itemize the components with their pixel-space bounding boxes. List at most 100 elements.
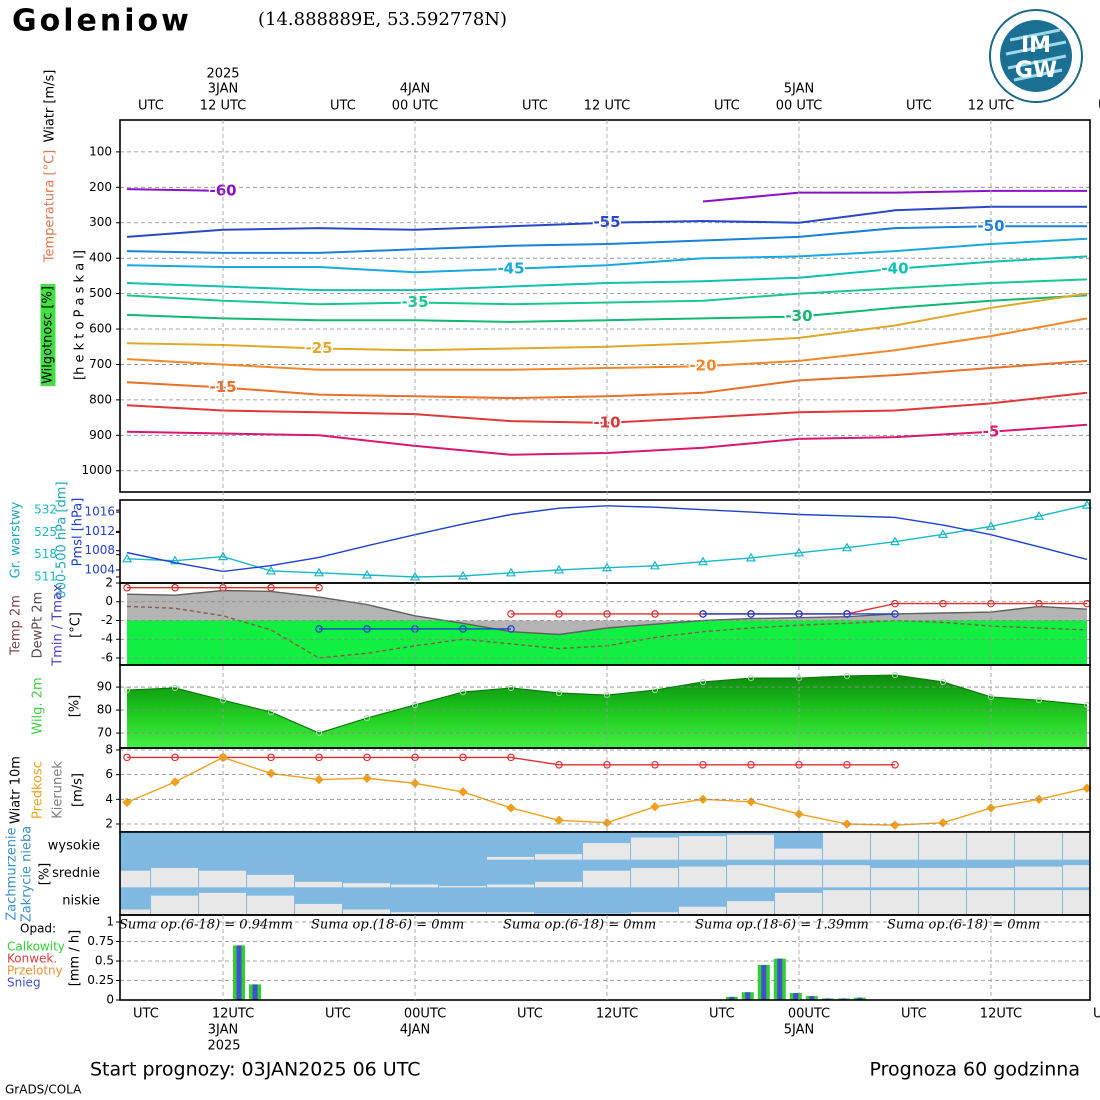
cloud-bar: [151, 867, 199, 888]
precip-sum: Suma op.(6-18) = 0mm: [503, 918, 656, 933]
cloud-bar: [199, 892, 247, 915]
cloud-bar: [1014, 832, 1062, 860]
marker: [122, 553, 133, 563]
y-tick-label: 600: [89, 322, 112, 336]
y-tick-label: 511: [34, 569, 57, 583]
y-tick-label: 500: [89, 286, 112, 300]
logo-stripes: [1005, 28, 1067, 82]
marker: [361, 569, 373, 579]
label-background: [40, 284, 56, 386]
y-tick-label: 90: [97, 680, 112, 694]
precip-bar: [729, 996, 735, 1000]
y-tick-label: 0.75: [87, 934, 114, 948]
precip-sum: Suma op.(18-6) = 0mm: [311, 918, 464, 933]
bottom-time-label: 12UTC: [596, 1007, 638, 1022]
top-time-label: UTC: [522, 99, 548, 114]
station-title: Goleniow: [12, 4, 192, 39]
bottom-time-label: 00UTC: [788, 1007, 830, 1022]
y-tick-label: 525: [34, 525, 57, 539]
y-tick-label: 300: [89, 215, 112, 229]
isotherm-label: -20: [689, 357, 716, 375]
marker: [697, 556, 709, 566]
cloud-bar: [439, 912, 487, 915]
cloud-bar: [535, 881, 583, 888]
marker: [507, 610, 515, 618]
marker: [171, 684, 179, 692]
marker: [171, 753, 179, 762]
marker: [315, 625, 323, 633]
y-tick-label: 100: [89, 144, 112, 158]
y-tick-label: 2: [105, 816, 113, 830]
marker: [362, 773, 372, 784]
top-time-label: UTC: [906, 99, 932, 114]
cloud-bar: [487, 856, 535, 860]
marker: [555, 760, 563, 769]
forecast-length: Prognoza 60 godzinna: [870, 1059, 1080, 1081]
cloud-bar: [726, 865, 774, 888]
isotherm: [126, 225, 1087, 254]
y-tick-label: 0: [106, 993, 114, 1007]
bottom-date-label: 4JAN: [400, 1023, 431, 1038]
y-tick-label: 4: [105, 792, 113, 806]
bottom-date-label: 3JAN: [208, 1023, 239, 1038]
legend-label: Konwek.: [7, 952, 57, 966]
axis-label: Wiatr 10m: [9, 756, 24, 824]
cloud-bar: [774, 892, 822, 915]
cloud-bar: [583, 843, 630, 860]
bottom-date-label: 5JAN: [784, 1023, 815, 1038]
cloud-bar: [583, 870, 630, 888]
y-tick-label: 2: [105, 576, 113, 590]
cloud-bar: [726, 901, 774, 915]
marker: [699, 760, 707, 769]
marker: [170, 555, 181, 565]
bottom-time-label: 12UTC: [980, 1007, 1022, 1022]
top-time-label: 00 UTC: [392, 99, 438, 114]
axis-label: Kierunek: [51, 761, 66, 819]
marker: [507, 684, 515, 692]
marker: [841, 542, 853, 552]
marker: [266, 768, 276, 779]
precip-sum: Suma op.(6-18) = 0mm: [887, 918, 1040, 933]
marker: [746, 797, 756, 807]
marker: [651, 686, 659, 694]
precip-bar: [745, 992, 751, 1000]
marker: [553, 564, 565, 574]
marker: [891, 672, 899, 679]
cloud-bar: [535, 854, 583, 860]
top-time-label: UTC: [330, 99, 356, 114]
cloud-bar: [343, 909, 391, 915]
cloud-bar: [391, 912, 439, 915]
panel-frame: [119, 119, 1091, 493]
marker: [459, 689, 467, 696]
logo: IM GW: [989, 9, 1083, 103]
marker: [457, 570, 469, 580]
cloud-bar: [678, 906, 726, 915]
y-tick-label: 0.5: [95, 954, 114, 968]
cloud-bar: [487, 884, 535, 888]
cloud-bar: [1014, 890, 1062, 915]
marker: [123, 686, 131, 694]
precip-sum: Suma op.(18-6) = 1.39mm: [695, 918, 869, 933]
axis-label: [mm / h]: [68, 930, 83, 986]
logo-text: GW: [1015, 58, 1057, 83]
cloud-bar: [822, 865, 870, 888]
marker: [650, 802, 660, 812]
axis-label: [%]: [38, 863, 53, 886]
axis-label: Zakrycie nieba: [20, 826, 35, 922]
marker: [939, 599, 947, 608]
cloud-row-label: wysokie: [48, 838, 100, 853]
panel-frame: [119, 914, 1091, 1001]
cloud-bar: [295, 903, 343, 915]
y-tick-label: 200: [89, 180, 112, 194]
bottom-time-label: 00UTC: [404, 1007, 446, 1022]
cloud-bar: [870, 832, 918, 860]
marker: [891, 610, 899, 618]
precip-bar: [236, 945, 242, 1000]
axis-label: Gr. warstwy: [9, 501, 24, 578]
marker: [1033, 511, 1044, 520]
axis-label: Tmin / Tmax: [51, 584, 66, 667]
y-tick-label: 1012: [84, 524, 115, 538]
y-tick-label: 1000: [81, 463, 112, 477]
cloud-bar: [1062, 865, 1089, 888]
cloud-bar: [247, 874, 295, 888]
